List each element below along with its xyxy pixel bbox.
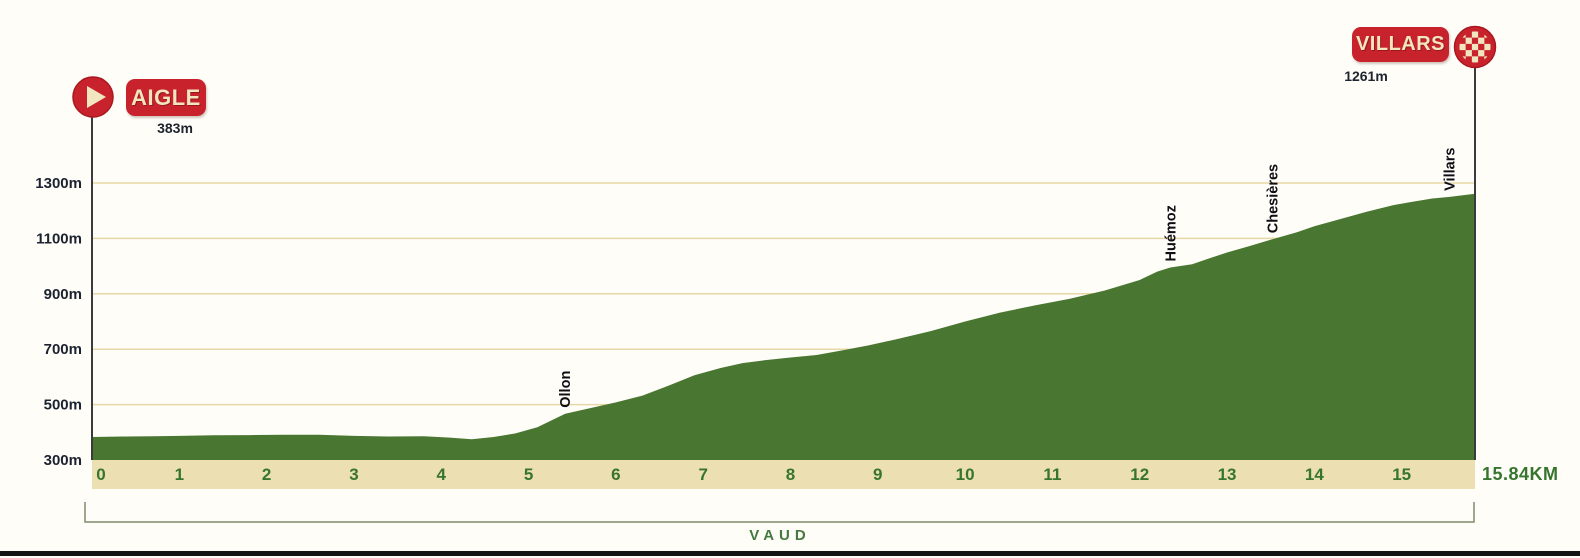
km-tick-label: 0 [96, 465, 105, 484]
checker-cell [1471, 31, 1479, 38]
waypoint-label: Villars [1443, 148, 1459, 191]
waypoint-label: Chesières [1265, 164, 1281, 233]
finish-checkered-flag-icon [1453, 25, 1497, 69]
start-play-icon [72, 76, 114, 118]
y-axis-label: 700m [44, 341, 82, 358]
km-tick-label: 15 [1392, 465, 1411, 484]
checker-cell [1471, 56, 1479, 63]
km-tick-label: 6 [611, 465, 620, 484]
y-axis-label: 1100m [36, 230, 82, 247]
checker-cell [1478, 37, 1485, 44]
region-label: VAUD [749, 527, 811, 544]
y-axis-label: 500m [44, 397, 82, 414]
km-tick-label: 8 [786, 465, 795, 484]
elevation-area [92, 193, 1475, 461]
region-bracket [84, 502, 1475, 523]
y-axis-label: 1300m [35, 175, 82, 192]
km-tick-label: 11 [1043, 465, 1061, 484]
checker-cell [1471, 43, 1479, 51]
total-distance-label: 15.84KM [1482, 464, 1559, 484]
waypoint-label: Ollon [558, 371, 574, 408]
checker-cell [1465, 37, 1472, 44]
km-tick-label: 10 [956, 465, 975, 484]
km-tick-label: 9 [873, 465, 882, 484]
finish-elevation-label: 1261m [1344, 68, 1388, 84]
km-tick-label: 14 [1305, 465, 1324, 484]
checker-cell [1465, 50, 1472, 57]
start-elevation-label: 383m [157, 120, 193, 136]
km-tick-label: 12 [1130, 465, 1149, 484]
km-tick-label: 5 [524, 465, 533, 484]
checker-cell [1478, 50, 1485, 57]
checker-cell [1459, 43, 1466, 51]
km-tick-label: 3 [349, 465, 358, 484]
km-tick-label: 7 [698, 465, 707, 484]
start-town-badge: AIGLE [126, 79, 206, 116]
distance-band [92, 460, 1475, 489]
y-axis-label: 900m [44, 286, 82, 303]
checker-cell [1484, 43, 1491, 51]
km-tick-label: 2 [262, 465, 271, 484]
bottom-border-bar [0, 551, 1580, 556]
km-tick-label: 13 [1218, 465, 1237, 484]
km-tick-label: 4 [437, 465, 447, 484]
y-axis-label: 300m [44, 452, 82, 469]
finish-town-badge: VILLARS [1352, 27, 1449, 62]
waypoint-label: Huémoz [1163, 205, 1179, 261]
km-tick-label: 1 [175, 465, 184, 484]
